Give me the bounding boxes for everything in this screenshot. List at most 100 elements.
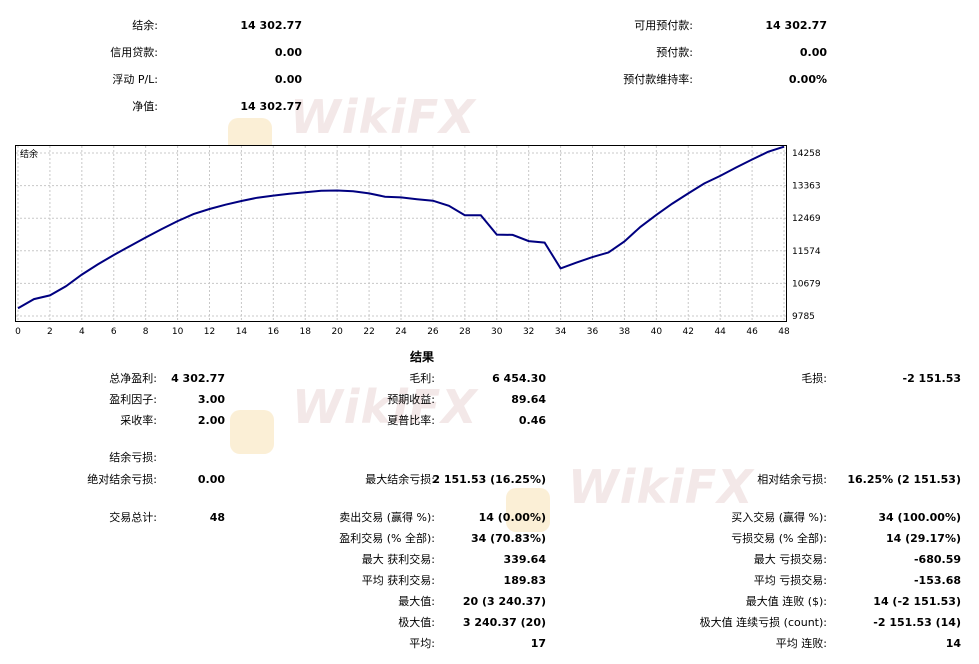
watermark: WikiFX xyxy=(292,380,478,434)
average-consecutive-losses-label: 平均 连败: xyxy=(775,637,827,650)
sharpe-ratio-value: 0.46 xyxy=(518,414,546,427)
chart-y-tick-label: 10679 xyxy=(792,279,821,289)
chart-x-tick-label: 36 xyxy=(587,327,599,337)
average-profit-trade-label: 平均 获利交易: xyxy=(361,574,435,587)
average-consecutive-losses-value: 14 xyxy=(945,637,961,650)
watermark-logo-icon xyxy=(230,410,274,454)
max-drawdown-label: 最大结余亏损: xyxy=(365,473,435,486)
chart-y-tick-label: 14258 xyxy=(792,149,821,159)
credit-value: 0.00 xyxy=(274,46,302,59)
chart-x-tick-label: 16 xyxy=(268,327,280,337)
average-loss-trade-value: -153.68 xyxy=(913,574,961,587)
chart-x-tick-label: 44 xyxy=(714,327,726,337)
margin-level-value: 0.00% xyxy=(788,73,827,86)
chart-grid xyxy=(16,146,786,321)
balance-drawdown-label: 结余亏损: xyxy=(109,451,157,464)
long-trades-label: 买入交易 (赢得 %): xyxy=(731,511,827,524)
free-margin-value: 14 302.77 xyxy=(765,19,827,32)
chart-x-tick-label: 38 xyxy=(619,327,631,337)
total-trades-label: 交易总计: xyxy=(109,511,157,524)
loss-trades-value: 14 (29.17%) xyxy=(885,532,961,545)
chart-x-tick-label: 24 xyxy=(395,327,407,337)
chart-y-ticks: 9785 10679 11574 12469 13363 14258 xyxy=(792,149,821,322)
floating-pl-label: 浮动 P/L: xyxy=(112,73,158,86)
chart-x-tick-label: 0 xyxy=(15,327,21,337)
chart-x-tick-label: 26 xyxy=(427,327,439,337)
max-consecutive-wins-value: 20 (3 240.37) xyxy=(462,595,546,608)
chart-x-tick-label: 42 xyxy=(683,327,694,337)
chart-y-tick-label: 11574 xyxy=(792,247,821,257)
chart-x-tick-label: 22 xyxy=(363,327,374,337)
average-profit-trade-value: 189.83 xyxy=(503,574,546,587)
profit-trades-label: 盈利交易 (% 全部): xyxy=(339,532,435,545)
recovery-factor-value: 2.00 xyxy=(197,414,225,427)
chart-x-tick-label: 34 xyxy=(555,327,567,337)
expected-payoff-label: 预期收益: xyxy=(387,393,435,406)
chart-x-tick-label: 2 xyxy=(47,327,53,337)
profit-factor-label: 盈利因子: xyxy=(109,393,157,406)
maximal-consecutive-loss-label: 极大值 连续亏损 (count): xyxy=(699,616,827,629)
chart-y-tick-label: 9785 xyxy=(792,312,815,322)
maximal-consecutive-profit-label: 极大值: xyxy=(398,616,435,629)
balance-value: 14 302.77 xyxy=(240,19,302,32)
chart-x-tick-label: 10 xyxy=(172,327,184,337)
watermark: WikiFX xyxy=(290,90,476,144)
chart-x-tick-label: 32 xyxy=(523,327,534,337)
chart-x-tick-label: 48 xyxy=(778,327,790,337)
balance-chart: 0 2 4 6 8 10 12 14 16 18 20 22 24 26 28 30 32 34 36 38 40 42 4… xyxy=(15,145,821,337)
chart-x-tick-label: 28 xyxy=(459,327,471,337)
chart-y-tick-label: 12469 xyxy=(792,214,821,224)
gross-profit-value: 6 454.30 xyxy=(492,372,546,385)
equity-value: 14 302.77 xyxy=(240,100,302,113)
chart-x-tick-label: 12 xyxy=(204,327,215,337)
expected-payoff-value: 89.64 xyxy=(511,393,546,406)
max-consecutive-losses-label: 最大值 连败 ($): xyxy=(745,595,827,608)
chart-title: 结余 xyxy=(20,148,38,160)
credit-label: 信用贷款: xyxy=(110,46,158,59)
average-consecutive-wins-label: 平均: xyxy=(409,637,435,650)
maximal-consecutive-loss-value: -2 151.53 (14) xyxy=(873,616,961,629)
max-drawdown-value: 2 151.53 (16.25%) xyxy=(432,473,546,486)
absolute-drawdown-value: 0.00 xyxy=(197,473,225,486)
chart-series-line xyxy=(17,145,785,310)
floating-pl-value: 0.00 xyxy=(274,73,302,86)
chart-x-tick-label: 6 xyxy=(111,327,117,337)
chart-x-tick-label: 18 xyxy=(300,327,312,337)
balance-label: 结余: xyxy=(132,19,158,32)
relative-drawdown-label: 相对结余亏损: xyxy=(757,473,827,486)
recovery-factor-label: 采收率: xyxy=(120,414,157,427)
watermark-logo-icon xyxy=(506,488,550,532)
results-title: 结果 xyxy=(410,350,435,364)
average-loss-trade-label: 平均 亏损交易: xyxy=(753,574,827,587)
gross-profit-label: 毛利: xyxy=(409,372,435,385)
largest-profit-trade-value: 339.64 xyxy=(503,553,546,566)
relative-drawdown-value: 16.25% (2 151.53) xyxy=(847,473,961,486)
profit-factor-value: 3.00 xyxy=(197,393,225,406)
chart-x-tick-label: 46 xyxy=(746,327,758,337)
margin-level-label: 预付款维持率: xyxy=(623,73,693,86)
chart-marks xyxy=(17,145,785,310)
watermark: WikiFX xyxy=(568,460,754,514)
chart-x-tick-label: 40 xyxy=(651,327,663,337)
gross-loss-value: -2 151.53 xyxy=(902,372,962,385)
chart-x-tick-label: 4 xyxy=(79,327,85,337)
margin-value: 0.00 xyxy=(799,46,827,59)
chart-x-ticks: 0 2 4 6 8 10 12 14 16 18 20 22 24 26 28 30 32 34 36 38 40 42 4… xyxy=(15,327,790,337)
chart-x-tick-label: 20 xyxy=(331,327,343,337)
short-trades-label: 卖出交易 (赢得 %): xyxy=(339,511,435,524)
equity-label: 净值: xyxy=(132,100,158,113)
long-trades-value: 34 (100.00%) xyxy=(878,511,961,524)
profit-trades-value: 34 (70.83%) xyxy=(470,532,546,545)
chart-y-tick-label: 13363 xyxy=(792,182,821,192)
average-consecutive-wins-value: 17 xyxy=(530,637,546,650)
short-trades-value: 14 (0.00%) xyxy=(478,511,546,524)
largest-profit-trade-label: 最大 获利交易: xyxy=(361,553,435,566)
absolute-drawdown-label: 绝对结余亏损: xyxy=(87,473,157,486)
sharpe-ratio-label: 夏普比率: xyxy=(387,414,435,427)
total-net-profit-label: 总净盈利: xyxy=(109,372,157,385)
max-consecutive-losses-value: 14 (-2 151.53) xyxy=(873,595,961,608)
margin-label: 预付款: xyxy=(656,46,693,59)
largest-loss-trade-label: 最大 亏损交易: xyxy=(753,553,827,566)
loss-trades-label: 亏损交易 (% 全部): xyxy=(731,532,827,545)
gross-loss-label: 毛损: xyxy=(801,372,827,385)
